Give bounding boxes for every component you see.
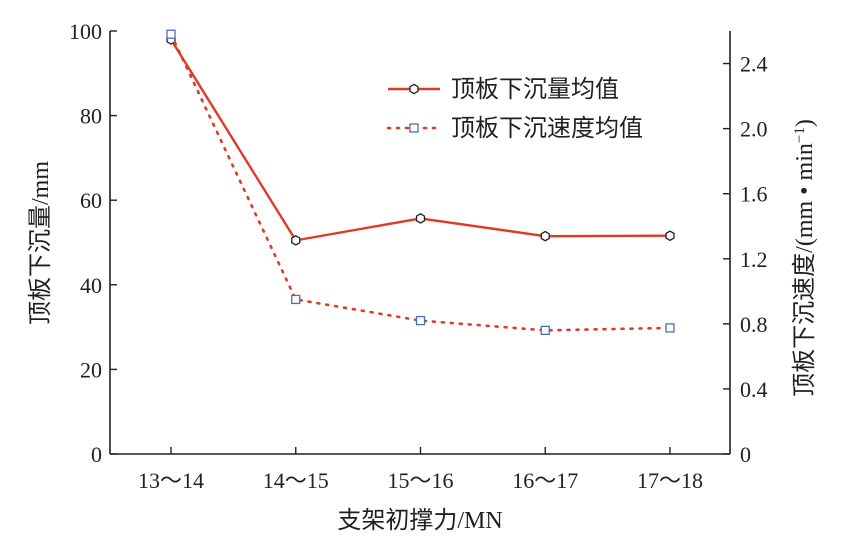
x-tick-label: 15～16 — [387, 468, 453, 493]
y2-tick-label: 0.4 — [740, 377, 768, 402]
data-point-square — [415, 315, 426, 326]
series-line — [169, 32, 672, 332]
axes: 0 20 40 60 80 100 0 0.4 0.8 1.2 1.6 2.0 2.4 13～14 14～1… — [69, 19, 768, 493]
y2-tick-label: 2.4 — [740, 52, 768, 77]
y-tick-label: 0 — [91, 442, 102, 467]
y2-tick-label: 0.8 — [740, 312, 768, 337]
series-layer — [166, 29, 675, 336]
x-tick-label: 14～15 — [263, 468, 329, 493]
x-tick-label: 17～18 — [637, 468, 703, 493]
y-tick-label: 100 — [69, 19, 102, 44]
data-point-hexagon — [665, 230, 675, 242]
data-point-hexagon — [415, 213, 426, 224]
data-point-square — [291, 294, 301, 305]
series-2 — [166, 29, 675, 336]
x-tick-label: 16～17 — [512, 468, 578, 493]
data-point-square — [166, 29, 176, 39]
legend-label: 顶板下沉量均值 — [451, 76, 619, 103]
y2-axis-title-superscript: −1 — [792, 127, 808, 143]
data-point-square — [540, 325, 550, 336]
y2-tick-label: 1.2 — [740, 247, 768, 272]
legend-marker-hexagon — [409, 83, 419, 95]
data-point-square — [665, 323, 675, 333]
y-tick-label: 80 — [80, 104, 102, 129]
y-axis-title: 顶板下沉量/mm — [27, 161, 54, 325]
y-tick-label: 40 — [80, 273, 102, 298]
y-tick-label: 20 — [80, 357, 102, 382]
series-1 — [166, 34, 675, 246]
legend-item-1: 顶板下沉量均值 — [388, 76, 619, 103]
legend-label: 顶板下沉速度均值 — [451, 115, 643, 142]
data-point-hexagon — [291, 235, 301, 246]
y-tick-label: 60 — [80, 188, 102, 213]
x-tick-label: 13～14 — [138, 468, 204, 493]
x-axis-title: 支架初撑力/MN — [337, 507, 502, 534]
y2-tick-label: 0 — [740, 442, 751, 467]
legend-marker-square — [409, 123, 419, 133]
y2-tick-label: 2.0 — [740, 117, 768, 142]
y2-axis-title-main: 顶板下沉速度/(mm • min — [791, 143, 818, 397]
legend-item-2: 顶板下沉速度均值 — [386, 115, 643, 142]
y2-tick-label: 1.6 — [740, 182, 768, 207]
y2-axis-title-close: ) — [792, 119, 818, 127]
data-point-hexagon — [540, 230, 550, 242]
y2-axis-title: 顶板下沉速度/(mm • min−1) — [791, 119, 818, 397]
